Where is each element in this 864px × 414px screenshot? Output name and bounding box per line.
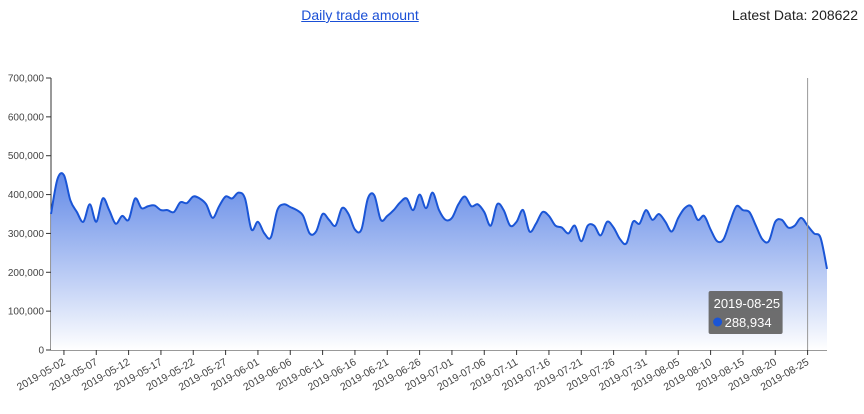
series-area xyxy=(51,173,827,350)
y-tick-label: 300,000 xyxy=(8,229,45,240)
y-axis: 0 100,000 200,000 300,000 400,000 500,000 600,… xyxy=(8,74,52,357)
y-tick-label: 500,000 xyxy=(8,151,45,162)
hover-layer: 2019-08-25 288,934 xyxy=(708,78,809,350)
tooltip-series-marker xyxy=(713,317,723,327)
y-tick-label: 400,000 xyxy=(8,190,45,201)
tooltip-date: 2019-08-25 xyxy=(714,296,781,311)
chart-title-link[interactable]: Daily trade amount xyxy=(301,7,419,23)
series-line[interactable] xyxy=(50,172,828,270)
y-tick-label: 200,000 xyxy=(8,268,45,279)
y-tick-label: 100,000 xyxy=(8,307,45,318)
tooltip-value: 288,934 xyxy=(725,315,772,330)
tooltip-box xyxy=(708,291,783,334)
latest-data-value: 208622 xyxy=(811,7,858,23)
x-axis: 2019-05-022019-05-072019-05-122019-05-17… xyxy=(15,349,827,393)
latest-data-label: Latest Data: 208622 xyxy=(732,7,858,23)
y-tick-label: 700,000 xyxy=(8,74,45,85)
plot-area xyxy=(50,172,828,350)
y-tick-label: 0 xyxy=(38,346,44,357)
latest-data-caption: Latest Data: xyxy=(731,7,812,23)
y-tick-label: 600,000 xyxy=(8,112,45,123)
